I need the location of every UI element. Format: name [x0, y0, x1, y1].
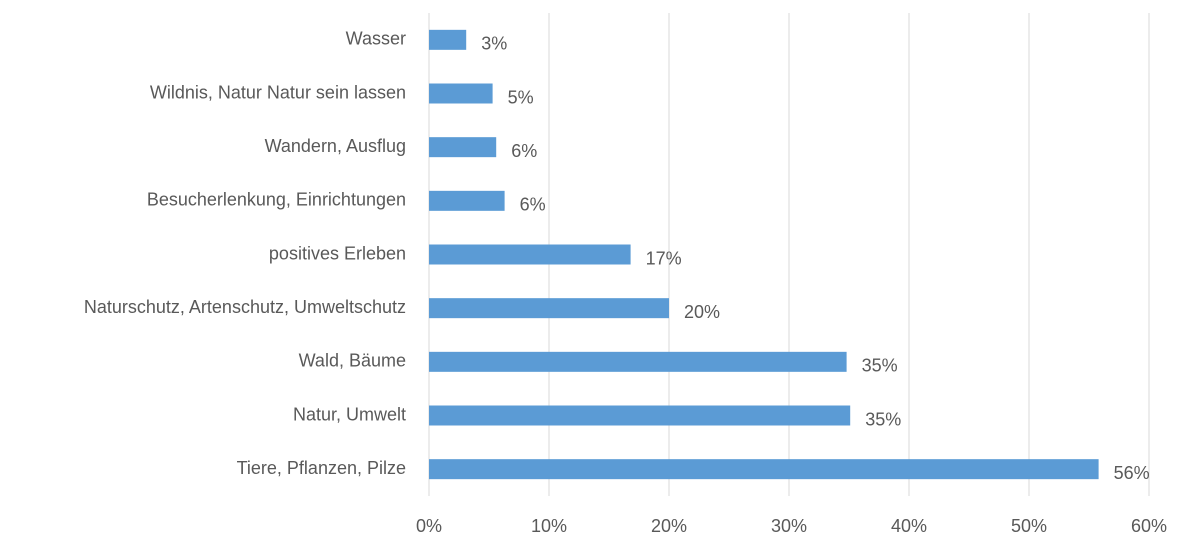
- bar: [429, 298, 669, 319]
- x-tick-label: 30%: [771, 516, 807, 536]
- x-tick-label: 40%: [891, 516, 927, 536]
- bar: [429, 29, 467, 50]
- y-tick-label: Wald, Bäume: [299, 351, 406, 371]
- y-tick-label: Besucherlenkung, Einrichtungen: [147, 190, 406, 210]
- data-label: 6%: [520, 195, 546, 215]
- data-label: 35%: [862, 356, 898, 376]
- data-label: 3%: [481, 34, 507, 54]
- bar: [429, 137, 497, 158]
- x-tick-label: 60%: [1131, 516, 1167, 536]
- x-tick-label: 20%: [651, 516, 687, 536]
- x-tick-label: 50%: [1011, 516, 1047, 536]
- data-label: 17%: [646, 248, 682, 268]
- y-tick-label: Tiere, Pflanzen, Pilze: [237, 458, 406, 478]
- x-tick-label: 10%: [531, 516, 567, 536]
- y-tick-label: Naturschutz, Artenschutz, Umweltschutz: [84, 297, 406, 317]
- y-tick-label: Wildnis, Natur Natur sein lassen: [150, 82, 406, 102]
- bar: [429, 83, 493, 104]
- data-label: 6%: [511, 141, 537, 161]
- bar: [429, 244, 631, 265]
- data-label: 5%: [508, 87, 534, 107]
- y-tick-label: Natur, Umwelt: [293, 404, 406, 424]
- x-tick-label: 0%: [416, 516, 442, 536]
- data-label: 56%: [1114, 463, 1150, 483]
- bar: [429, 459, 1099, 480]
- bar: [429, 405, 851, 426]
- bar: [429, 351, 847, 372]
- bar: [429, 190, 505, 211]
- y-tick-label: Wasser: [346, 29, 406, 49]
- data-label: 35%: [865, 409, 901, 429]
- y-tick-label: positives Erleben: [269, 243, 406, 263]
- data-label: 20%: [684, 302, 720, 322]
- y-tick-label: Wandern, Ausflug: [265, 136, 406, 156]
